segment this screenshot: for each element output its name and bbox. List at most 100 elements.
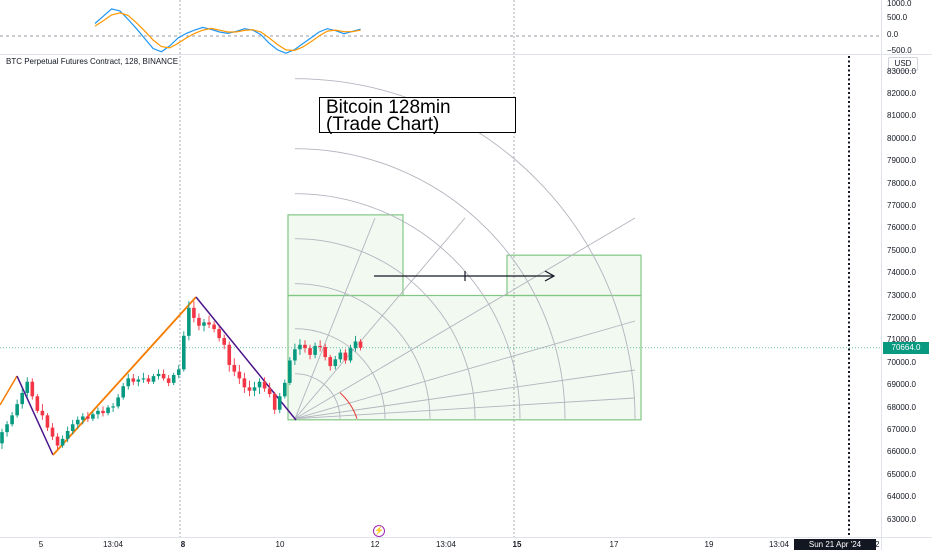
candle-body-71 xyxy=(358,341,363,348)
gann-arc-2 xyxy=(294,283,431,419)
candle-body-54 xyxy=(272,394,277,410)
crosshair-date-label: Sun 21 Apr '24 xyxy=(794,539,876,550)
gann-arc-6 xyxy=(294,78,636,419)
price-tick-label: 79000.0 xyxy=(887,156,916,166)
oscillator-series-1 xyxy=(94,12,361,52)
price-tick-label: 81000.0 xyxy=(887,111,916,121)
candle-body-25 xyxy=(126,378,131,387)
time-tick-label: 22 xyxy=(870,540,880,549)
candle-body-63 xyxy=(318,345,322,348)
candle-body-31 xyxy=(156,373,161,377)
candle-body-69 xyxy=(348,348,353,361)
candle-body-60 xyxy=(303,344,307,349)
price-tick-label: 78000.0 xyxy=(887,178,916,188)
candle-body-13 xyxy=(65,431,70,439)
candle-body-22 xyxy=(111,406,115,408)
candle-body-34 xyxy=(171,375,176,383)
annotation-line-1: Bitcoin 128min xyxy=(326,97,451,118)
time-tick-label: 12 xyxy=(370,540,380,549)
candle-body-23 xyxy=(116,397,120,407)
time-tick-label: 8 xyxy=(180,540,186,549)
candle-body-21 xyxy=(106,407,110,414)
gann-arc-highlight xyxy=(339,392,358,419)
candle-body-67 xyxy=(338,352,343,360)
candle-body-1 xyxy=(5,424,9,433)
gann-arc-3 xyxy=(294,238,476,419)
candle-body-42 xyxy=(212,324,216,330)
oscillator-tick-label: 500.0 xyxy=(887,13,908,22)
chart-annotation-box[interactable]: Bitcoin 128min (Trade Chart) xyxy=(319,97,516,134)
time-tick-label: 13:04 xyxy=(768,540,790,549)
fan-line-1 xyxy=(294,217,466,419)
candle-body-39 xyxy=(197,317,201,326)
fan-line-3 xyxy=(294,320,636,420)
fan-line-5 xyxy=(294,397,636,420)
last-price-label: 70664.0 xyxy=(883,342,929,354)
currency-button[interactable]: USD xyxy=(888,57,918,71)
candle-body-48 xyxy=(242,378,247,388)
time-tick-label: 10 xyxy=(275,540,285,549)
candle-body-58 xyxy=(293,349,297,361)
fan-line-2 xyxy=(294,217,636,420)
candle-body-30 xyxy=(151,376,156,382)
candle-body-3 xyxy=(15,404,19,416)
symbol-title: BTC Perpetual Futures Contract, 128, BIN… xyxy=(6,57,179,66)
candle-body-20 xyxy=(101,410,105,414)
candle-body-16 xyxy=(81,416,85,420)
oscillator-tick-label: 1000.0 xyxy=(887,0,912,8)
candle-body-27 xyxy=(136,379,141,382)
candle-body-8 xyxy=(40,410,45,416)
candle-body-38 xyxy=(192,307,196,318)
candle-body-11 xyxy=(55,436,60,446)
candle-body-26 xyxy=(131,378,136,382)
price-tick-label: 70000.0 xyxy=(887,357,916,367)
price-tick-label: 69000.0 xyxy=(887,380,916,390)
candle-body-0 xyxy=(0,432,4,444)
time-tick-label: 5 xyxy=(38,540,44,549)
candle-body-15 xyxy=(75,419,80,425)
zigzag-orange-1 xyxy=(0,375,18,406)
candle-body-55 xyxy=(277,396,282,410)
candle-body-7 xyxy=(35,396,40,411)
candle-body-35 xyxy=(176,369,181,376)
candle-body-36 xyxy=(182,335,186,370)
price-tick-label: 73000.0 xyxy=(887,290,916,300)
candle-body-5 xyxy=(25,381,30,393)
candle-body-45 xyxy=(227,344,232,365)
gann-arc-0 xyxy=(294,373,341,419)
candle-body-52 xyxy=(262,381,267,389)
oscillator-tick-label: −500.0 xyxy=(887,46,912,55)
time-tick-label: 15 xyxy=(512,540,522,549)
candle-body-65 xyxy=(328,357,333,367)
candle-body-33 xyxy=(166,378,171,383)
lightning-icon[interactable]: ⚡ xyxy=(373,525,385,537)
price-tick-label: 63000.0 xyxy=(887,514,916,524)
candle-body-32 xyxy=(161,373,166,379)
gann-arc-4 xyxy=(294,193,521,419)
price-tick-label: 77000.0 xyxy=(887,200,916,210)
price-tick-label: 72000.0 xyxy=(887,312,916,322)
candle-body-66 xyxy=(333,359,338,367)
price-tick-label: 64000.0 xyxy=(887,492,916,502)
gann-arc-5 xyxy=(294,148,566,419)
price-tick-label: 68000.0 xyxy=(887,402,916,412)
price-tick-label: 75000.0 xyxy=(887,245,916,255)
candle-body-61 xyxy=(308,348,312,355)
gann-arc-1 xyxy=(294,328,386,419)
price-tick-label: 82000.0 xyxy=(887,88,916,98)
candle-body-46 xyxy=(232,364,237,372)
candle-body-19 xyxy=(96,410,100,415)
candle-body-12 xyxy=(60,438,65,446)
candle-body-57 xyxy=(288,360,292,383)
candle-body-56 xyxy=(283,382,287,397)
price-tick-label: 65000.0 xyxy=(887,469,916,479)
candle-body-6 xyxy=(30,381,35,397)
time-tick-label: 19 xyxy=(704,540,714,549)
time-tick-label: 17 xyxy=(609,540,619,549)
candle-body-47 xyxy=(237,371,242,379)
price-tick-label: 71000.0 xyxy=(887,335,916,345)
candle-body-59 xyxy=(298,344,302,350)
candle-body-43 xyxy=(217,329,221,339)
